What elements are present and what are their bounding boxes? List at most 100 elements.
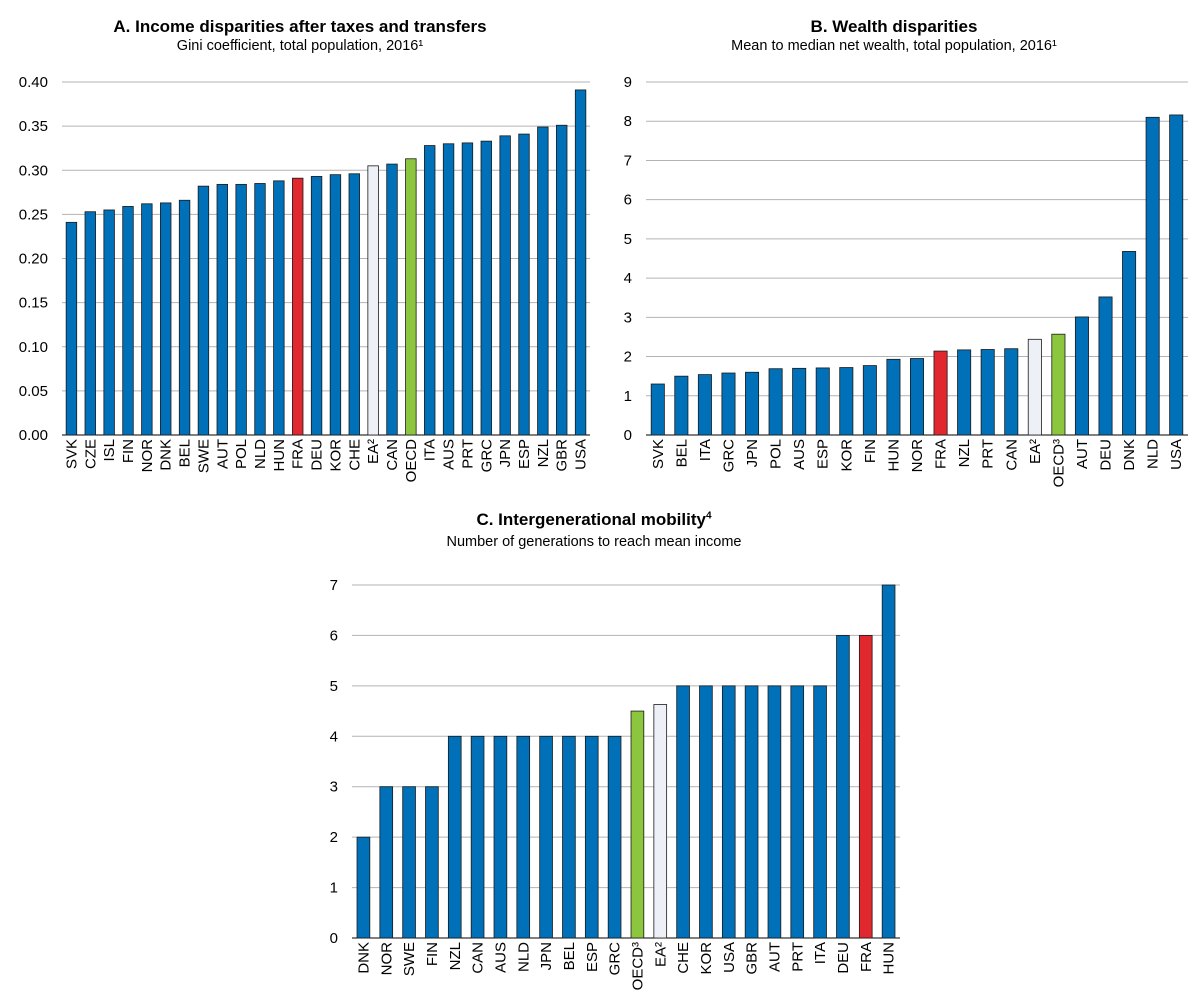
x-tick-label: POL	[233, 439, 250, 469]
x-tick-label: SWE	[195, 439, 212, 473]
bar	[957, 349, 972, 436]
x-tick-label: PRT	[459, 439, 476, 469]
bar	[1027, 338, 1042, 436]
bar	[405, 158, 417, 436]
x-tick-label: FIN	[424, 942, 441, 966]
bar	[1098, 296, 1113, 436]
bar	[836, 635, 850, 939]
x-tick-label: ITA	[812, 942, 829, 964]
x-tick-label: GRC	[720, 439, 737, 473]
x-tick-label: AUT	[1074, 439, 1091, 469]
x-tick-label: NOR	[909, 439, 926, 473]
chart-subtitle: Number of generations to reach mean inco…	[446, 534, 742, 550]
x-tick-label: AUT	[766, 942, 783, 972]
bar	[442, 143, 455, 436]
bar	[235, 183, 247, 436]
bar	[499, 135, 511, 436]
x-tick-label: CHE	[675, 942, 692, 974]
x-tick-label: HUN	[885, 439, 902, 472]
bar	[254, 183, 266, 436]
bar	[273, 180, 285, 436]
bar	[556, 124, 568, 436]
bar	[1004, 348, 1019, 436]
x-tick-label: NOR	[139, 439, 156, 473]
y-tick-label: 1	[330, 880, 338, 897]
bar	[480, 140, 492, 436]
bar	[65, 221, 78, 436]
y-tick-label: 7	[624, 152, 632, 169]
bar	[1051, 333, 1066, 436]
bar	[461, 142, 474, 436]
bar	[141, 203, 153, 436]
x-tick-label: SVK	[63, 439, 80, 469]
bar	[813, 685, 827, 939]
bar	[881, 584, 896, 939]
x-tick-label: NZL	[447, 942, 464, 970]
y-tick-label: 0.00	[19, 427, 48, 444]
y-tick-label: 0.30	[19, 162, 48, 179]
x-tick-label: DEU	[1098, 439, 1115, 471]
y-tick-label: 5	[624, 231, 632, 248]
bar	[539, 735, 553, 939]
x-tick-label: CZE	[82, 439, 99, 469]
bar	[447, 735, 462, 939]
bar	[768, 368, 783, 436]
x-tick-label: KOR	[838, 439, 855, 472]
bar	[745, 371, 760, 436]
x-tick-label: BEL	[177, 439, 194, 467]
y-tick-label: 9	[624, 74, 632, 91]
bar	[103, 209, 115, 436]
bar	[402, 786, 416, 939]
x-tick-label: EA²	[1027, 439, 1044, 464]
bar	[367, 165, 379, 436]
bar	[699, 685, 713, 939]
bar	[425, 786, 439, 939]
chart-title-footnote: 4	[705, 510, 712, 522]
x-tick-label: USA	[1168, 439, 1185, 470]
bar	[329, 174, 342, 436]
x-tick-label: GBR	[554, 439, 571, 472]
bar	[516, 735, 531, 939]
bar	[721, 372, 736, 436]
x-tick-label: ESP	[584, 942, 601, 972]
bar	[493, 735, 508, 939]
bar	[1169, 114, 1184, 436]
y-tick-label: 3	[330, 779, 338, 796]
bar	[310, 176, 323, 436]
bar	[815, 367, 830, 436]
x-tick-label: NZL	[956, 439, 973, 467]
bar	[1074, 316, 1089, 436]
bar	[886, 358, 901, 436]
bar	[862, 365, 877, 436]
x-tick-label: EA²	[652, 942, 669, 967]
y-tick-label: 3	[624, 309, 632, 326]
bar	[858, 635, 873, 939]
bar	[160, 202, 172, 436]
bar	[980, 349, 995, 436]
bar	[792, 367, 807, 436]
bar	[744, 685, 759, 939]
x-tick-label: NOR	[378, 942, 395, 976]
bar	[537, 126, 549, 436]
bar	[386, 163, 398, 436]
bar	[197, 185, 210, 436]
chart-title: C. Intergenerational mobility4	[0, 510, 1188, 530]
x-tick-label: EA²	[365, 439, 382, 464]
x-tick-label: POL	[768, 439, 785, 469]
x-tick-label: HUN	[881, 942, 898, 975]
x-tick-label: NZL	[535, 439, 552, 467]
x-tick-label: DEU	[835, 942, 852, 974]
bar	[292, 177, 304, 436]
bar	[790, 685, 805, 939]
bar	[424, 145, 436, 436]
bar	[470, 735, 485, 939]
panel-c: C. Intergenerational mobility4 Number of…	[0, 500, 1188, 992]
x-tick-label: OECD³	[1050, 439, 1067, 487]
bar	[379, 786, 394, 939]
y-tick-label: 0	[330, 930, 338, 947]
y-tick-label: 2	[330, 829, 338, 846]
y-tick-label: 1	[624, 388, 632, 405]
x-tick-label: FRA	[290, 439, 307, 469]
bar	[348, 173, 360, 436]
y-tick-label: 2	[624, 349, 632, 366]
